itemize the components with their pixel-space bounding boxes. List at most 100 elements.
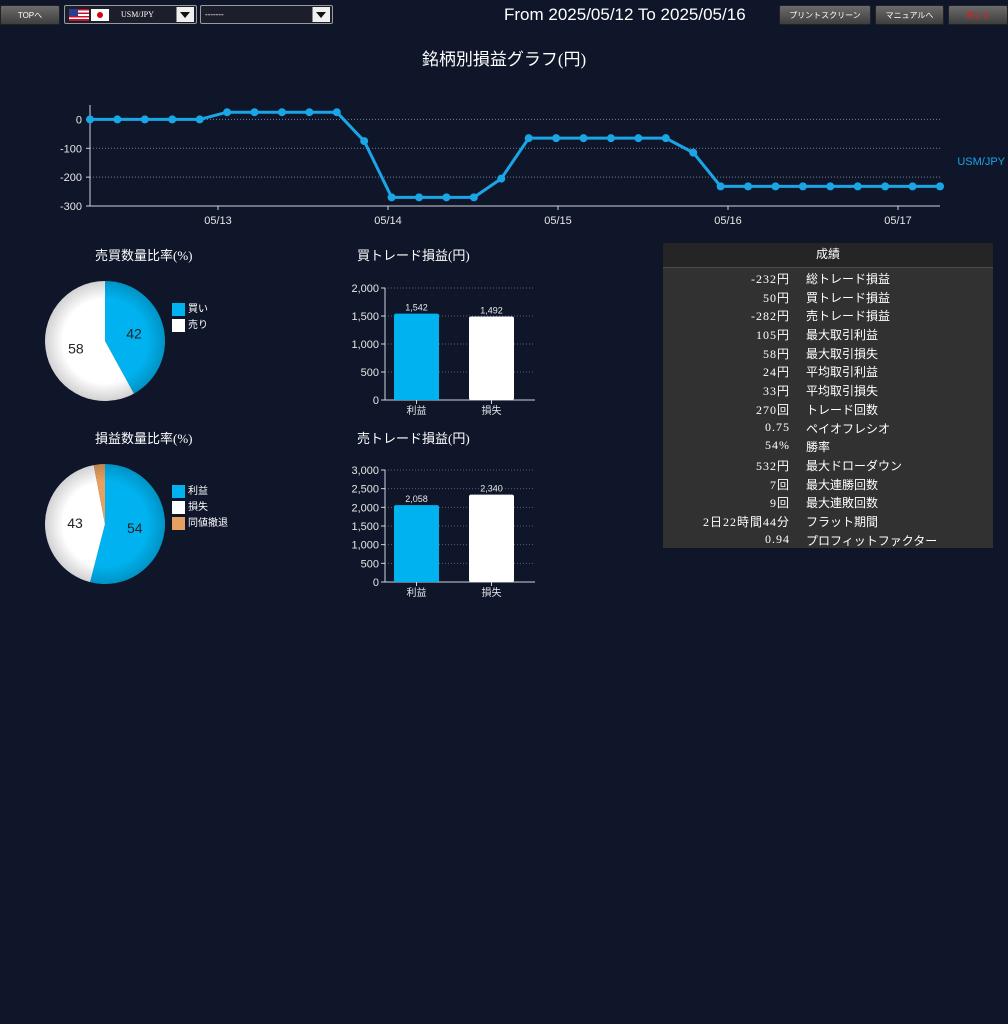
trade-ratio-pie: 4258 bbox=[45, 281, 166, 401]
symbol-select[interactable]: USM/JPY bbox=[64, 5, 197, 24]
data-point bbox=[442, 193, 451, 202]
data-point bbox=[277, 108, 286, 117]
results-row: 24円 平均取引利益 bbox=[663, 361, 993, 380]
x-tick-label: 05/14 bbox=[374, 215, 402, 227]
results-row: 9回 最大連敗回数 bbox=[663, 492, 993, 511]
symbol-select-value: USM/JPY bbox=[121, 10, 154, 19]
y-tick-label: 2,500 bbox=[351, 484, 379, 496]
data-point bbox=[469, 193, 478, 202]
pl-ratio-legend: 利益 損失 同値撤退 bbox=[172, 485, 252, 535]
results-value: 105円 bbox=[755, 328, 790, 343]
data-point bbox=[497, 174, 506, 183]
series-line bbox=[90, 110, 940, 199]
results-value: 24円 bbox=[762, 365, 790, 380]
results-row: 50円 買トレード損益 bbox=[663, 287, 993, 306]
date-range: From 2025/05/12 To 2025/05/16 bbox=[504, 5, 746, 24]
results-value: 33円 bbox=[762, 384, 790, 399]
data-point bbox=[908, 182, 917, 191]
chevron-down-icon[interactable] bbox=[312, 7, 330, 22]
results-value: 7回 bbox=[769, 477, 790, 492]
buy-trade-bar-chart: 2,000 1,500 1,000 500 0 1,542 利益 1,492 損失 bbox=[351, 283, 535, 417]
results-label: 最大連敗回数 bbox=[806, 496, 879, 511]
y-tick-label: 500 bbox=[361, 367, 379, 379]
legend-label: 売り bbox=[188, 320, 208, 331]
results-label: 買トレード損益 bbox=[806, 290, 891, 305]
pie-shade bbox=[45, 281, 165, 401]
legend-label: 利益 bbox=[188, 486, 208, 497]
results-row: 7回 最大連勝回数 bbox=[663, 474, 993, 493]
data-point bbox=[415, 193, 424, 202]
results-label: 最大取引利益 bbox=[806, 328, 879, 343]
data-point bbox=[168, 115, 177, 124]
data-point bbox=[250, 108, 259, 117]
pl-line-chart: 0 -100 -200 -300 05/13 05/14 05/15 05/16 05/17 US… bbox=[60, 105, 1006, 227]
chevron-down-icon[interactable] bbox=[176, 7, 194, 22]
results-row: 58円 最大取引損失 bbox=[663, 343, 993, 362]
x-tick-label: 05/13 bbox=[204, 215, 232, 227]
data-point bbox=[195, 115, 204, 124]
results-value: 50円 bbox=[762, 290, 790, 305]
results-value: 270回 bbox=[755, 402, 790, 417]
data-point bbox=[936, 182, 944, 191]
results-label: 最大ドローダウン bbox=[806, 458, 903, 473]
data-point bbox=[826, 182, 835, 191]
legend-swatch bbox=[172, 303, 185, 316]
data-point bbox=[606, 134, 615, 143]
results-value: -232円 bbox=[751, 272, 790, 286]
x-tick-label: 05/15 bbox=[544, 215, 572, 227]
data-point bbox=[113, 115, 122, 124]
us-flag-icon bbox=[69, 9, 89, 21]
results-row: 105円 最大取引利益 bbox=[663, 324, 993, 343]
bar bbox=[469, 494, 514, 582]
results-label: プロフィットファクター bbox=[806, 533, 938, 548]
second-select-value: ------- bbox=[205, 10, 224, 19]
results-label: 最大取引損失 bbox=[806, 346, 879, 361]
data-point bbox=[771, 182, 780, 191]
results-value: 532円 bbox=[755, 458, 790, 473]
results-label: フラット期間 bbox=[806, 514, 879, 529]
data-point bbox=[223, 108, 232, 117]
data-point bbox=[634, 134, 643, 143]
data-point bbox=[524, 134, 533, 143]
results-label: 平均取引利益 bbox=[806, 365, 879, 380]
results-row: 532円 最大ドローダウン bbox=[663, 455, 993, 474]
legend-label: 損失 bbox=[188, 502, 208, 513]
y-tick-label: 2,000 bbox=[351, 283, 379, 295]
y-tick-label: -300 bbox=[60, 201, 82, 213]
manual-button[interactable]: マニュアルへ bbox=[875, 5, 944, 25]
second-select[interactable]: ------- bbox=[200, 5, 333, 24]
pl-ratio-pie: 5443 bbox=[44, 464, 165, 584]
y-tick-label: 2,000 bbox=[351, 502, 379, 514]
data-point bbox=[140, 115, 149, 124]
results-row: -232円 総トレード損益 bbox=[663, 268, 993, 287]
x-tick-label: 利益 bbox=[407, 586, 427, 599]
y-tick-label: 0 bbox=[373, 395, 379, 407]
results-row: -282円 売トレード損益 bbox=[663, 305, 993, 324]
sell-trade-bar-chart: 3,000 2,500 2,000 1,500 1,000 500 0 2,058 利益 2,34… bbox=[351, 465, 535, 599]
jp-flag-icon bbox=[91, 9, 109, 21]
results-header: 成績 bbox=[663, 243, 993, 268]
data-point bbox=[744, 182, 753, 191]
trade-ratio-title: 売買数量比率(%) bbox=[95, 248, 193, 263]
y-tick-label: -200 bbox=[60, 172, 82, 184]
results-panel: 成績 -232円 総トレード損益 50円 買トレード損益 -282円 売トレード損益 105… bbox=[663, 243, 993, 548]
y-tick-label: 1,500 bbox=[351, 521, 379, 533]
results-label: 総トレード損益 bbox=[806, 272, 891, 286]
y-tick-label: 3,000 bbox=[351, 465, 379, 477]
results-value: -282円 bbox=[751, 309, 790, 324]
bar bbox=[394, 313, 439, 400]
series-legend-label: USM/JPY bbox=[957, 156, 1005, 168]
data-point bbox=[86, 115, 94, 124]
bar-value-label: 1,492 bbox=[480, 305, 503, 315]
bar-value-label: 2,058 bbox=[405, 494, 428, 504]
results-label: 売トレード損益 bbox=[806, 309, 891, 324]
print-screen-button[interactable]: プリントスクリーン bbox=[779, 5, 871, 25]
legend-label: 買い bbox=[188, 304, 208, 315]
results-label: 最大連勝回数 bbox=[806, 477, 879, 492]
results-row: 2日22時間44分 フラット期間 bbox=[663, 511, 993, 530]
top-button[interactable]: TOPへ bbox=[0, 5, 60, 25]
data-point bbox=[661, 134, 670, 143]
legend-label: 同値撤退 bbox=[188, 518, 228, 529]
pl-ratio-title: 損益数量比率(%) bbox=[95, 431, 193, 446]
close-button[interactable]: 閉じる bbox=[948, 5, 1008, 25]
